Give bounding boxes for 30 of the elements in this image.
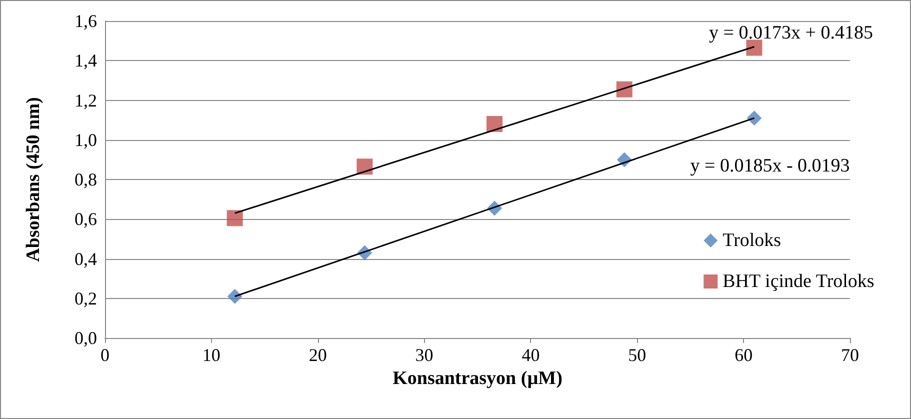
point	[356, 158, 373, 175]
y-tick-label: 1,0	[74, 130, 97, 150]
x-tick-label: 0	[100, 345, 110, 365]
point	[227, 288, 242, 304]
y-axis-title: Absorbans (450 nm)	[23, 97, 44, 262]
y-tick-label: 1,4	[74, 50, 97, 71]
point	[746, 40, 762, 56]
x-tick-label: 70	[841, 345, 859, 365]
y-tick-label: 1,6	[74, 11, 97, 31]
x-tick-label: 40	[522, 345, 540, 365]
y-tick-label: 0,0	[74, 328, 97, 348]
x-tick-label: 30	[415, 345, 434, 365]
y-tick-label: 0,2	[74, 288, 97, 308]
x-tick-label: 10	[202, 345, 220, 365]
y-tick-label: 0,8	[74, 170, 97, 190]
x-axis-title: Konsantrasyon (µM)	[392, 368, 562, 389]
x-tick-label: 20	[308, 345, 327, 365]
point	[226, 210, 243, 226]
legend-label: BHT içinde Troloks	[722, 271, 874, 292]
legend-label: Troloks	[722, 230, 782, 251]
y-tick-label: 1,2	[74, 90, 97, 110]
point	[616, 81, 632, 98]
x-tick-label: 60	[734, 345, 753, 365]
x-tick-label: 50	[628, 345, 646, 365]
annotation: y = 0.0173x + 0.4185	[709, 22, 873, 44]
y-tick-label: 0,6	[74, 209, 97, 230]
annotation: y = 0.0185x - 0.0193	[690, 156, 850, 176]
point	[746, 110, 762, 126]
point	[486, 116, 503, 132]
y-tick-label: 0,4	[74, 248, 97, 269]
